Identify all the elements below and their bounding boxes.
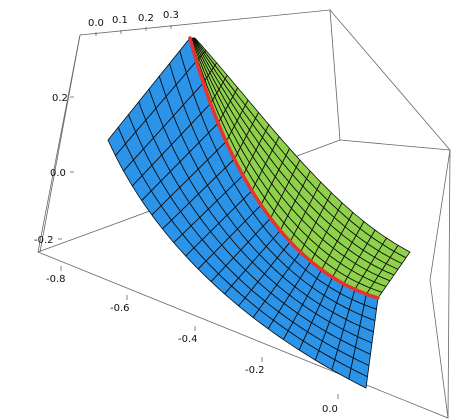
y-tick-label: -0.6 [110, 303, 130, 314]
mesh-line [162, 158, 235, 230]
box-edge-right-inner [429, 149, 451, 281]
z-tick-label: 0.2 [52, 93, 68, 104]
z-tick-label: -0.2 [34, 235, 54, 246]
box-edge-back [329, 9, 341, 141]
y-tick-label: -0.4 [178, 334, 198, 345]
mesh-line [252, 251, 301, 318]
mesh-line [260, 148, 290, 206]
surface-green [189, 37, 411, 299]
mesh-line [151, 141, 227, 216]
z-tick-label: 0.0 [50, 168, 66, 179]
x-axis: 0.0 0.1 0.2 0.3 [88, 10, 179, 36]
mesh-line [238, 241, 291, 307]
boundary-curve [188, 36, 380, 300]
z-axis: 0.2 0.0 -0.2 [34, 93, 74, 246]
mesh-line [131, 103, 211, 187]
mesh-line [197, 204, 262, 270]
mesh-line [224, 230, 281, 295]
mesh-line [331, 289, 356, 370]
box-edge-back-bottom [339, 139, 451, 151]
mesh-line [283, 269, 322, 340]
x-tick-label: 0.2 [138, 13, 154, 24]
mesh-line [234, 112, 259, 160]
mesh-line [314, 283, 345, 361]
surface-blue [107, 37, 379, 389]
mesh-line [300, 192, 332, 253]
mesh-line [354, 237, 387, 290]
boundary-curve-line [188, 36, 380, 300]
box-edge-left [39, 34, 81, 253]
box-edge-bottom-left [37, 221, 121, 253]
y-axis: -0.8 -0.6 -0.4 -0.2 0.0 [46, 266, 339, 415]
x-tick-label: 0.1 [112, 15, 128, 26]
y-tick-label: -0.8 [46, 274, 66, 285]
mesh-line [225, 99, 249, 142]
mesh-line [332, 221, 365, 278]
mesh-line [348, 294, 367, 380]
mesh-line [217, 87, 239, 124]
mesh-line [310, 202, 343, 262]
box-edge-right-lower [429, 279, 449, 419]
mesh-line [267, 261, 312, 329]
mesh-line [321, 212, 354, 271]
mesh-line [141, 122, 219, 201]
mesh-line [203, 62, 217, 84]
y-tick-label: -0.2 [245, 365, 265, 376]
mesh-line [123, 82, 204, 172]
mesh-line [343, 229, 376, 284]
mesh-line [196, 50, 207, 62]
mesh-line [185, 190, 253, 257]
mesh-line [366, 245, 399, 295]
mesh-line [251, 136, 280, 191]
mesh-line [173, 175, 244, 243]
mesh-line [279, 170, 311, 231]
mesh-line [242, 124, 270, 176]
mesh-line [210, 217, 271, 282]
x-tick-label: 0.0 [88, 18, 104, 29]
mesh-line [289, 181, 322, 243]
mesh-line [270, 159, 301, 219]
box-outline [37, 9, 451, 419]
mesh-line [210, 75, 228, 104]
y-tick-label: 0.0 [322, 404, 338, 415]
x-tick-label: 0.3 [163, 10, 179, 21]
mesh-line [298, 277, 333, 351]
mesh-line [115, 60, 197, 156]
